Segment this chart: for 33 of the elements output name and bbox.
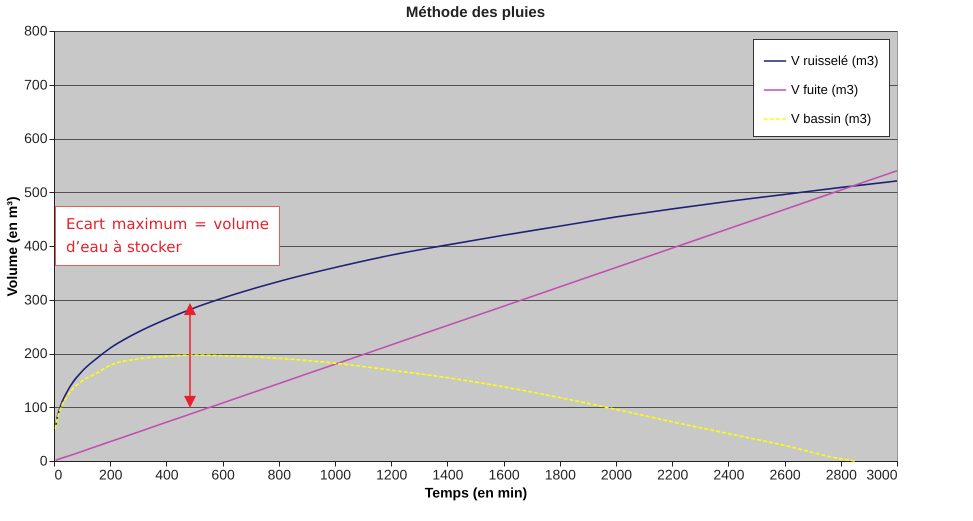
- x-tick-label: 2200: [657, 466, 688, 482]
- x-tick-label: 1800: [544, 466, 576, 482]
- x-tick-label: 200: [99, 466, 123, 482]
- y-tick-label: 800: [24, 22, 48, 38]
- y-tick-label: 600: [24, 130, 48, 146]
- y-tick-label: 200: [24, 345, 48, 361]
- x-tick-label: 600: [211, 466, 235, 482]
- x-tick-label: 1600: [488, 466, 520, 482]
- x-tick-label: 3000: [866, 466, 898, 482]
- chart-title: Méthode des pluies: [406, 4, 546, 21]
- x-tick-label: 1200: [376, 466, 408, 482]
- legend-label: V bassin (m3): [791, 111, 872, 126]
- x-tick-label: 2400: [713, 466, 745, 482]
- x-tick-label: 2800: [826, 466, 858, 482]
- x-tick-label: 0: [54, 466, 62, 482]
- x-tick-label: 2600: [770, 466, 801, 482]
- y-tick-label: 100: [24, 398, 48, 415]
- x-tick-label: 1400: [432, 466, 464, 482]
- x-tick-label: 1000: [320, 466, 352, 482]
- y-tick-label: 500: [24, 184, 48, 200]
- y-tick-label: 700: [24, 76, 48, 92]
- annotation: Ecart maximum = volume d’eau à stocker: [55, 206, 280, 266]
- legend-label: V fuite (m3): [791, 82, 858, 97]
- legend-label: V ruisselé (m3): [791, 53, 878, 68]
- x-tick-label: 2000: [600, 466, 632, 482]
- line-series: [54, 354, 856, 462]
- y-axis-title: Volume (en m³): [4, 196, 20, 297]
- x-tick-label: 800: [268, 466, 292, 482]
- x-tick-label: 400: [155, 466, 179, 482]
- y-tick-label: 0: [40, 452, 48, 468]
- x-axis-title: Temps (en min): [424, 484, 528, 500]
- y-tick-label: 400: [24, 238, 48, 254]
- y-tick-label: 300: [24, 291, 48, 308]
